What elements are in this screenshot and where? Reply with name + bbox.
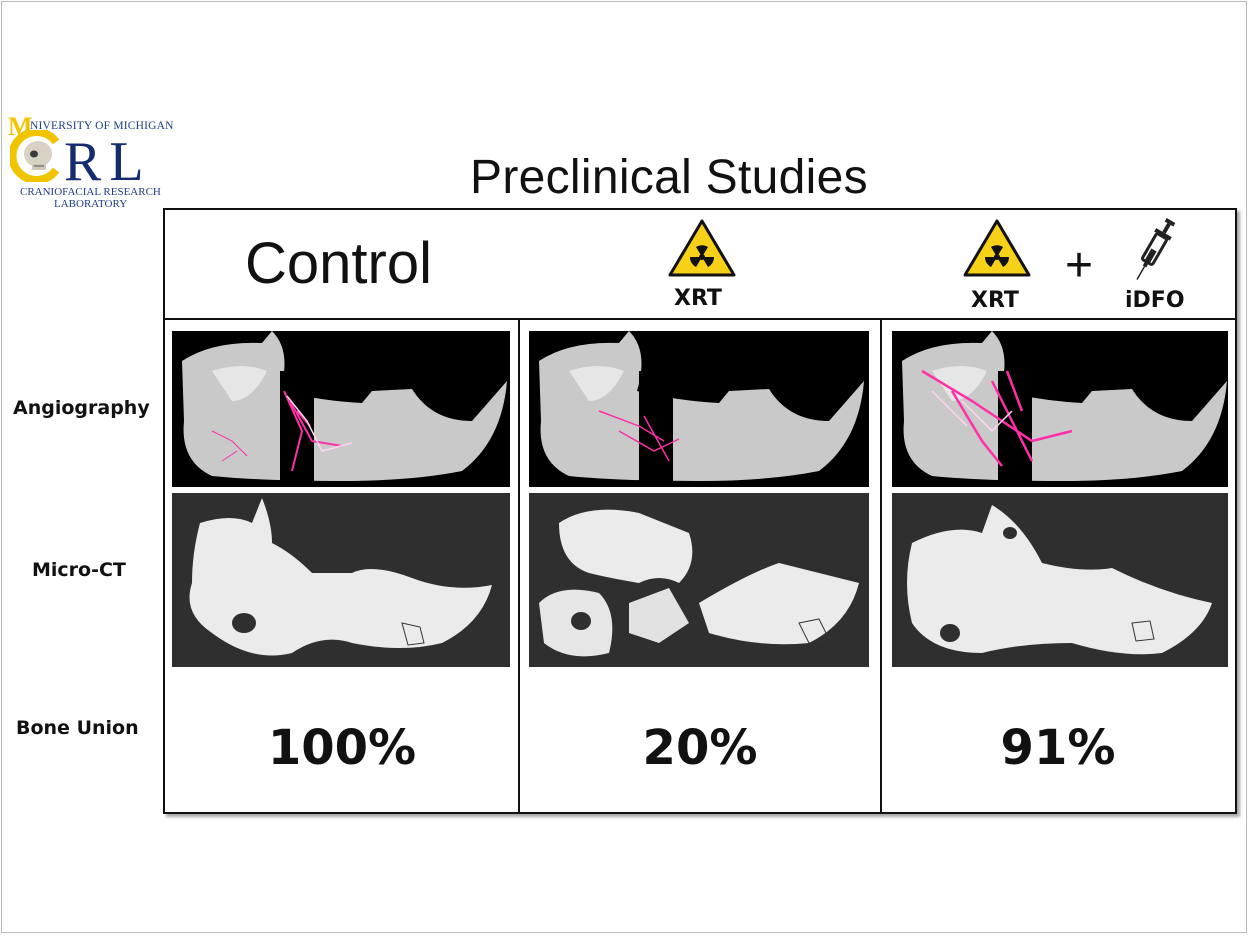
comparison-table: Control XRT XRT + iDFO (163, 208, 1237, 814)
row-label-bone-union: Bone Union (16, 717, 139, 739)
slide-title: Preclinical Studies (470, 151, 868, 204)
university-logo: M NIVERSITY OF MICHIGAN RL CRANIOFACIAL … (8, 114, 176, 214)
logo-letters: RL (64, 131, 152, 193)
skull-c-icon (10, 130, 60, 182)
header-idfo-label: iDFO (1125, 288, 1185, 313)
bone-union-control-value: 100% (267, 720, 417, 776)
plus-sign: + (1065, 239, 1094, 292)
header-xrt-label: XRT (971, 288, 1019, 313)
microct-image-xrt (529, 493, 869, 667)
header-xrt-label: XRT (674, 286, 722, 311)
radiation-hazard-icon (668, 219, 736, 277)
bone-union-xrt-idfo-value: 91% (1000, 720, 1116, 776)
microct-image-xrt-idfo (892, 493, 1228, 667)
syringe-icon (1136, 218, 1176, 280)
column-divider (880, 318, 882, 812)
logo-university-text: NIVERSITY OF MICHIGAN (30, 120, 174, 132)
radiation-hazard-icon (963, 219, 1031, 277)
column-divider (518, 318, 520, 812)
microct-image-control (172, 493, 510, 667)
header-divider (165, 318, 1235, 320)
logo-subtitle-2: LABORATORY (54, 198, 128, 210)
angiography-image-xrt (529, 331, 869, 487)
header-control: Control (245, 231, 432, 296)
row-label-angiography: Angiography (13, 397, 150, 419)
row-label-microct: Micro-CT (32, 559, 126, 581)
logo-subtitle-1: CRANIOFACIAL RESEARCH (20, 186, 161, 198)
angiography-image-control (172, 331, 510, 487)
bone-union-xrt-value: 20% (642, 720, 758, 776)
angiography-image-xrt-idfo (892, 331, 1228, 487)
